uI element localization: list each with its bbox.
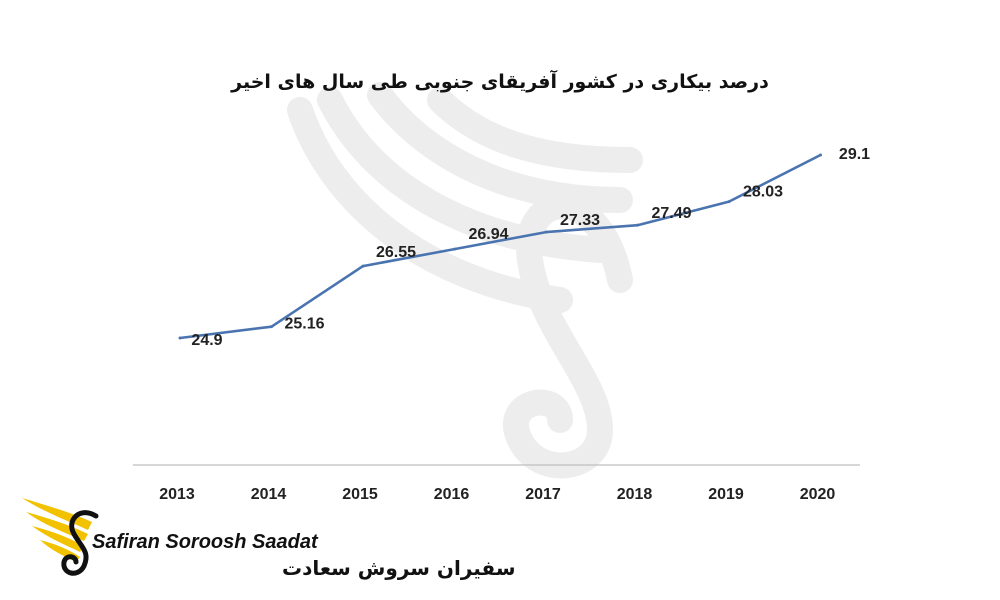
series-line xyxy=(179,153,822,340)
data-point-2015 xyxy=(361,264,365,268)
data-label-2016: 26.94 xyxy=(468,226,508,243)
data-point-2017 xyxy=(544,230,548,234)
x-tick-2015: 2015 xyxy=(342,486,378,503)
logo-wing-icon xyxy=(22,498,92,562)
x-tick-2013: 2013 xyxy=(159,486,195,503)
data-point-2014 xyxy=(270,325,273,329)
data-point-2013 xyxy=(178,336,182,340)
data-label-2017: 27.33 xyxy=(560,212,600,229)
data-label-2018: 27.49 xyxy=(651,205,691,222)
data-label-2019: 28.03 xyxy=(743,184,783,201)
logo-name-fa: سفیران سروش سعادت xyxy=(282,556,516,580)
data-point-2019 xyxy=(727,200,731,204)
x-tick-2019: 2019 xyxy=(708,486,744,503)
data-label-2015: 26.55 xyxy=(376,244,416,261)
series-group xyxy=(178,153,822,340)
logo-swan-icon xyxy=(61,510,99,576)
logo-name-en: Safiran Soroosh Saadat xyxy=(92,531,319,553)
x-tick-labels: 2013 2014 2015 2016 2017 2018 2019 2020 xyxy=(159,486,835,503)
data-labels: 24.9 25.16 26.55 26.94 27.33 27.49 28.03 29.1 xyxy=(191,146,870,349)
chart-title: درصد بیکاری در کشور آفریقای جنوبی طی سال… xyxy=(230,69,769,93)
x-tick-2017: 2017 xyxy=(525,486,561,503)
x-tick-2014: 2014 xyxy=(251,486,287,503)
data-label-2014: 25.16 xyxy=(284,316,324,333)
company-logo: Safiran Soroosh Saadat سفیران سروش سعادت xyxy=(22,498,516,580)
swan-wing-watermark-icon xyxy=(287,82,643,479)
data-point-2016 xyxy=(453,247,456,251)
data-point-2018 xyxy=(636,223,639,227)
x-tick-2018: 2018 xyxy=(617,486,653,503)
data-label-2013: 24.9 xyxy=(191,332,222,349)
data-point-2020 xyxy=(819,153,822,157)
x-tick-2020: 2020 xyxy=(800,486,836,503)
data-label-2020: 29.1 xyxy=(839,146,870,163)
x-tick-2016: 2016 xyxy=(434,486,470,503)
